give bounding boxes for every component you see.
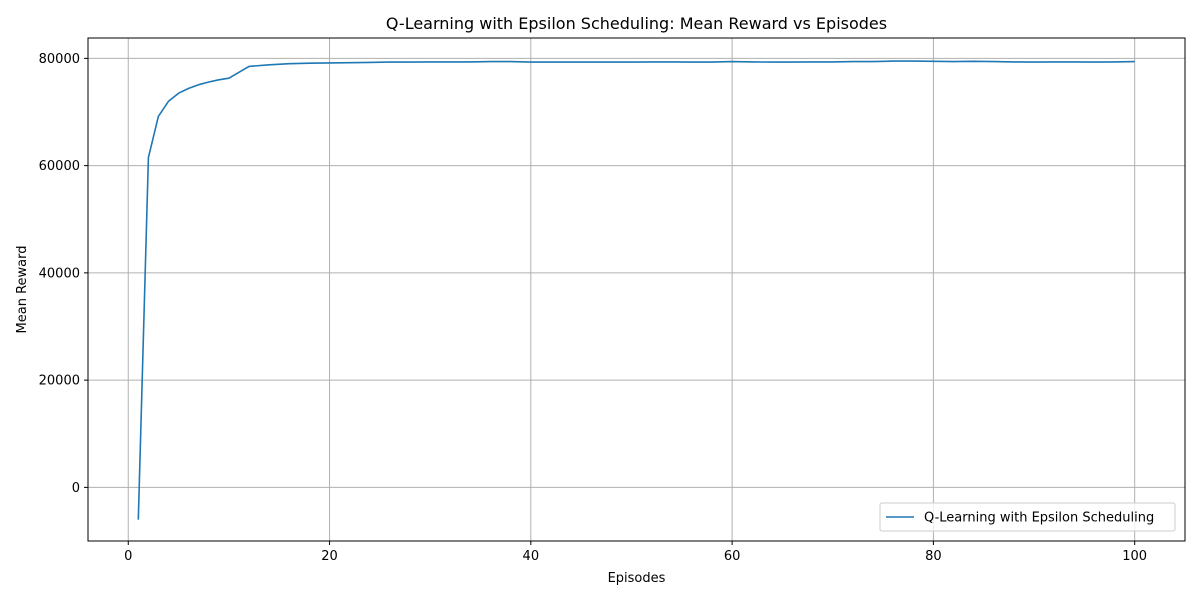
y-tick-label: 0 xyxy=(72,481,80,496)
x-tick-label: 0 xyxy=(124,549,132,564)
series-layer xyxy=(137,60,1135,520)
grid-lines xyxy=(88,38,1185,541)
y-tick-label: 40000 xyxy=(39,266,80,281)
x-tick-label: 80 xyxy=(925,549,942,564)
y-tick-label: 80000 xyxy=(39,52,80,67)
x-tick-label: 60 xyxy=(724,549,741,564)
legend-box xyxy=(879,502,1176,532)
y-tick-label: 20000 xyxy=(39,374,80,389)
x-axis-ticks: 0 20 40 60 80 100 xyxy=(124,541,1147,564)
x-tick-label: 40 xyxy=(523,549,540,564)
series-line xyxy=(137,60,1135,520)
chart-title: Q-Learning with Epsilon Scheduling: Mean… xyxy=(386,14,887,33)
y-axis-ticks: 0 20000 40000 60000 80000 xyxy=(39,52,88,496)
legend: Q-Learning with Epsilon Scheduling xyxy=(879,502,1176,532)
x-tick-label: 20 xyxy=(321,549,338,564)
legend-entry: Q-Learning with Epsilon Scheduling xyxy=(924,511,1154,526)
x-axis-label: Episodes xyxy=(608,571,666,586)
y-axis-label: Mean Reward xyxy=(15,246,30,334)
x-tick-label: 100 xyxy=(1122,549,1147,564)
y-tick-label: 60000 xyxy=(39,159,80,174)
axes-frame xyxy=(87,37,1186,542)
